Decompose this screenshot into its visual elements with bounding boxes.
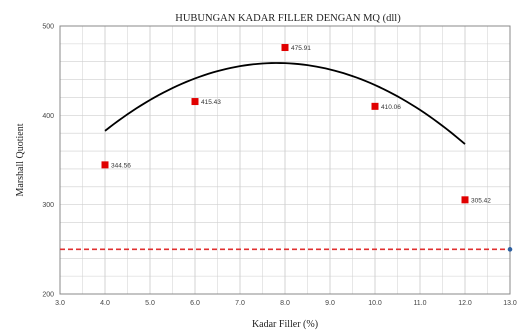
y-tick-labels: 200 300 400 500 [42,24,54,299]
data-point-marker [281,44,289,52]
x-tick-label: 8.0 [280,300,290,307]
x-axis-label: Kadar Filler (%) [252,319,318,330]
plot-frame [59,25,511,295]
data-point-marker [101,161,109,169]
data-point-label: 305.42 [471,197,491,204]
x-tick-label: 6.0 [190,300,200,307]
grid [59,25,511,295]
y-tick-label: 400 [42,113,54,120]
x-tick-labels: 3.0 4.0 5.0 6.0 7.0 8.0 9.0 10.0 11.0 12.0 13.0 [55,300,517,307]
x-tick-label: 10.0 [368,300,382,307]
x-tick-label: 12.0 [458,300,472,307]
x-tick-label: 9.0 [325,300,335,307]
data-point-label: 475.91 [291,45,311,52]
x-tick-label: 5.0 [145,300,155,307]
x-tick-label: 3.0 [55,300,65,307]
data-point-label: 415.43 [201,99,221,106]
reference-line-marker [507,247,513,252]
trendline [104,62,466,145]
y-axis-label: Marshall Quotient [15,123,26,196]
x-tick-label: 13.0 [503,300,517,307]
x-tick-label: 4.0 [100,300,110,307]
data-point-marker [461,196,469,204]
x-tick-label: 7.0 [235,300,245,307]
data-points: 344.56 415.43 475.91 410.06 305.42 [101,44,491,204]
data-point-label: 410.06 [381,104,401,111]
y-tick-label: 300 [42,202,54,209]
x-tick-label: 11.0 [413,300,426,307]
chart-title: HUBUNGAN KADAR FILLER DENGAN MQ (dll) [175,13,401,24]
data-point-label: 344.56 [111,162,131,169]
data-point-marker [191,98,199,106]
y-tick-label: 500 [42,24,54,31]
y-tick-label: 200 [42,292,54,299]
data-point-marker [371,102,379,110]
